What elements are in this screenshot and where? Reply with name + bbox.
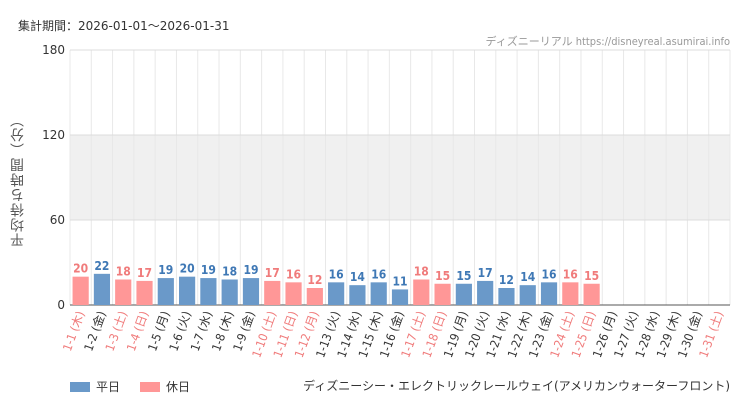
- legend-swatch-holiday: [140, 381, 161, 392]
- bar: [370, 282, 387, 305]
- bar: [242, 278, 260, 305]
- bar-value-label: 18: [414, 265, 429, 279]
- bar-value-label: 16: [563, 267, 578, 281]
- bar-value-label: 16: [542, 267, 557, 281]
- bar: [179, 276, 196, 305]
- bar: [285, 282, 302, 305]
- bar-value-label: 11: [392, 274, 407, 288]
- bar-value-label: 16: [371, 267, 386, 281]
- bar: [391, 289, 409, 305]
- bar-value-label: 17: [478, 266, 493, 280]
- bar-value-label: 16: [329, 267, 344, 281]
- bar: [519, 285, 536, 305]
- y-tick-label: 0: [57, 298, 65, 312]
- bar-value-label: 18: [222, 265, 237, 279]
- bar-value-label: 16: [286, 267, 301, 281]
- bar: [221, 279, 238, 305]
- bar: [200, 278, 217, 305]
- bar: [157, 278, 174, 305]
- legend-label-holiday: 休日: [166, 380, 191, 394]
- bar-value-label: 14: [520, 270, 536, 284]
- bar-value-label: 19: [158, 263, 173, 277]
- bar: [477, 280, 494, 305]
- bar-value-label: 12: [499, 273, 514, 287]
- plot-band: [70, 135, 730, 220]
- y-tick-label: 180: [42, 43, 65, 57]
- legend-item-holiday: 休日: [140, 378, 190, 395]
- legend-label-weekday: 平日: [96, 380, 121, 394]
- bar-value-label: 19: [201, 263, 216, 277]
- legend: 平日 休日: [70, 378, 190, 395]
- bar-value-label: 20: [73, 262, 88, 276]
- bar: [498, 288, 515, 305]
- bar-value-label: 14: [350, 270, 366, 284]
- y-tick-label: 60: [50, 213, 65, 227]
- bar-value-label: 17: [137, 266, 152, 280]
- bar-value-label: 15: [435, 269, 450, 283]
- bar: [328, 282, 345, 305]
- bar: [306, 288, 323, 305]
- bar: [562, 282, 579, 305]
- bar: [93, 273, 111, 305]
- bar: [136, 280, 153, 305]
- bar-value-label: 18: [116, 265, 131, 279]
- legend-item-weekday: 平日: [70, 378, 120, 395]
- bar-value-label: 19: [243, 263, 258, 277]
- bar: [72, 276, 89, 305]
- period-label: 集計期間：2026-01-01〜2026-01-31: [18, 19, 230, 33]
- site-credit: ディズニーリアル https://disneyreal.asumirai.inf…: [485, 35, 730, 48]
- bar-value-label: 20: [180, 262, 195, 276]
- attraction-name: ディズニーシー・エレクトリックレールウェイ(アメリカンウォーターフロント): [303, 379, 730, 393]
- bar: [434, 283, 451, 305]
- bar: [115, 279, 132, 305]
- y-tick-label: 120: [42, 128, 65, 142]
- bar: [264, 280, 281, 305]
- bar-value-label: 15: [584, 269, 599, 283]
- bar: [583, 283, 600, 305]
- bar-value-label: 15: [456, 269, 471, 283]
- legend-swatch-weekday: [70, 381, 90, 392]
- bar: [540, 282, 558, 305]
- bar: [349, 285, 366, 305]
- bar-value-label: 17: [265, 266, 280, 280]
- bar-value-label: 22: [94, 259, 109, 273]
- bar: [455, 283, 472, 305]
- bar: [413, 279, 430, 305]
- bar-value-label: 12: [307, 273, 322, 287]
